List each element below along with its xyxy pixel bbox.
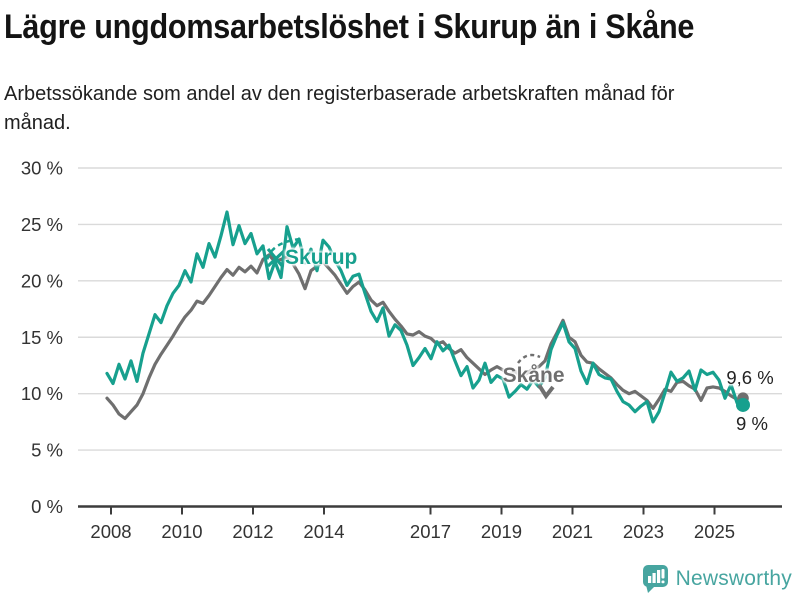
x-tick-label-2014: 2014 [303, 521, 344, 542]
x-tick-label-2012: 2012 [232, 521, 273, 542]
end-value-label-skurup: 9 % [736, 412, 768, 434]
skane-annotation-arc [517, 353, 541, 364]
y-tick-label-20: 20 % [21, 270, 63, 291]
x-tick-label-2023: 2023 [623, 521, 664, 542]
newsworthy-logo-icon [642, 565, 668, 593]
x-tick-label-2017: 2017 [410, 521, 451, 542]
x-tick-label-2021: 2021 [552, 521, 593, 542]
end-value-label-skane: 9,6 % [726, 367, 774, 389]
page-title: Lägre ungdomsarbetslöshet i Skurup än i … [4, 8, 695, 46]
x-tick-label-2019: 2019 [481, 521, 522, 542]
x-tick-label-2010: 2010 [161, 521, 202, 542]
chart-subtitle: Arbetssökande som andel av den registerb… [4, 83, 675, 134]
x-axis: 2008 2010 2012 2014 2017 2019 2021 2023 2025 [78, 505, 782, 542]
skurup-annotation-arc [265, 237, 301, 261]
y-tick-label-5: 5 % [31, 440, 63, 461]
series-label-skane: Skåne [502, 364, 565, 388]
data-series [105, 210, 751, 424]
line-skurup [105, 210, 745, 424]
y-tick-label-25: 25 % [21, 214, 63, 235]
y-tick-label-15: 15 % [21, 327, 63, 348]
annotation-arrows [265, 237, 555, 400]
x-tick-label-2025: 2025 [694, 521, 735, 542]
end-dot-skurup [736, 397, 751, 412]
line-skåne [105, 253, 745, 421]
newsworthy-wordmark: Newsworthy [675, 567, 792, 590]
newsworthy-logo: Newsworthy [642, 564, 792, 594]
y-tick-label-30: 30 % [21, 158, 63, 179]
x-tick-label-2008: 2008 [90, 521, 131, 542]
skane-annotation-arrow [537, 383, 555, 400]
y-tick-label-10: 10 % [21, 383, 63, 404]
series-label-skurup: Skurup [285, 246, 358, 270]
skurup-annotation-arrow [266, 247, 286, 269]
y-tick-label-0: 0 % [31, 496, 63, 517]
gridlines: 0 % 5 % 10 % 15 % 20 % 25 % 30 % [21, 158, 782, 517]
